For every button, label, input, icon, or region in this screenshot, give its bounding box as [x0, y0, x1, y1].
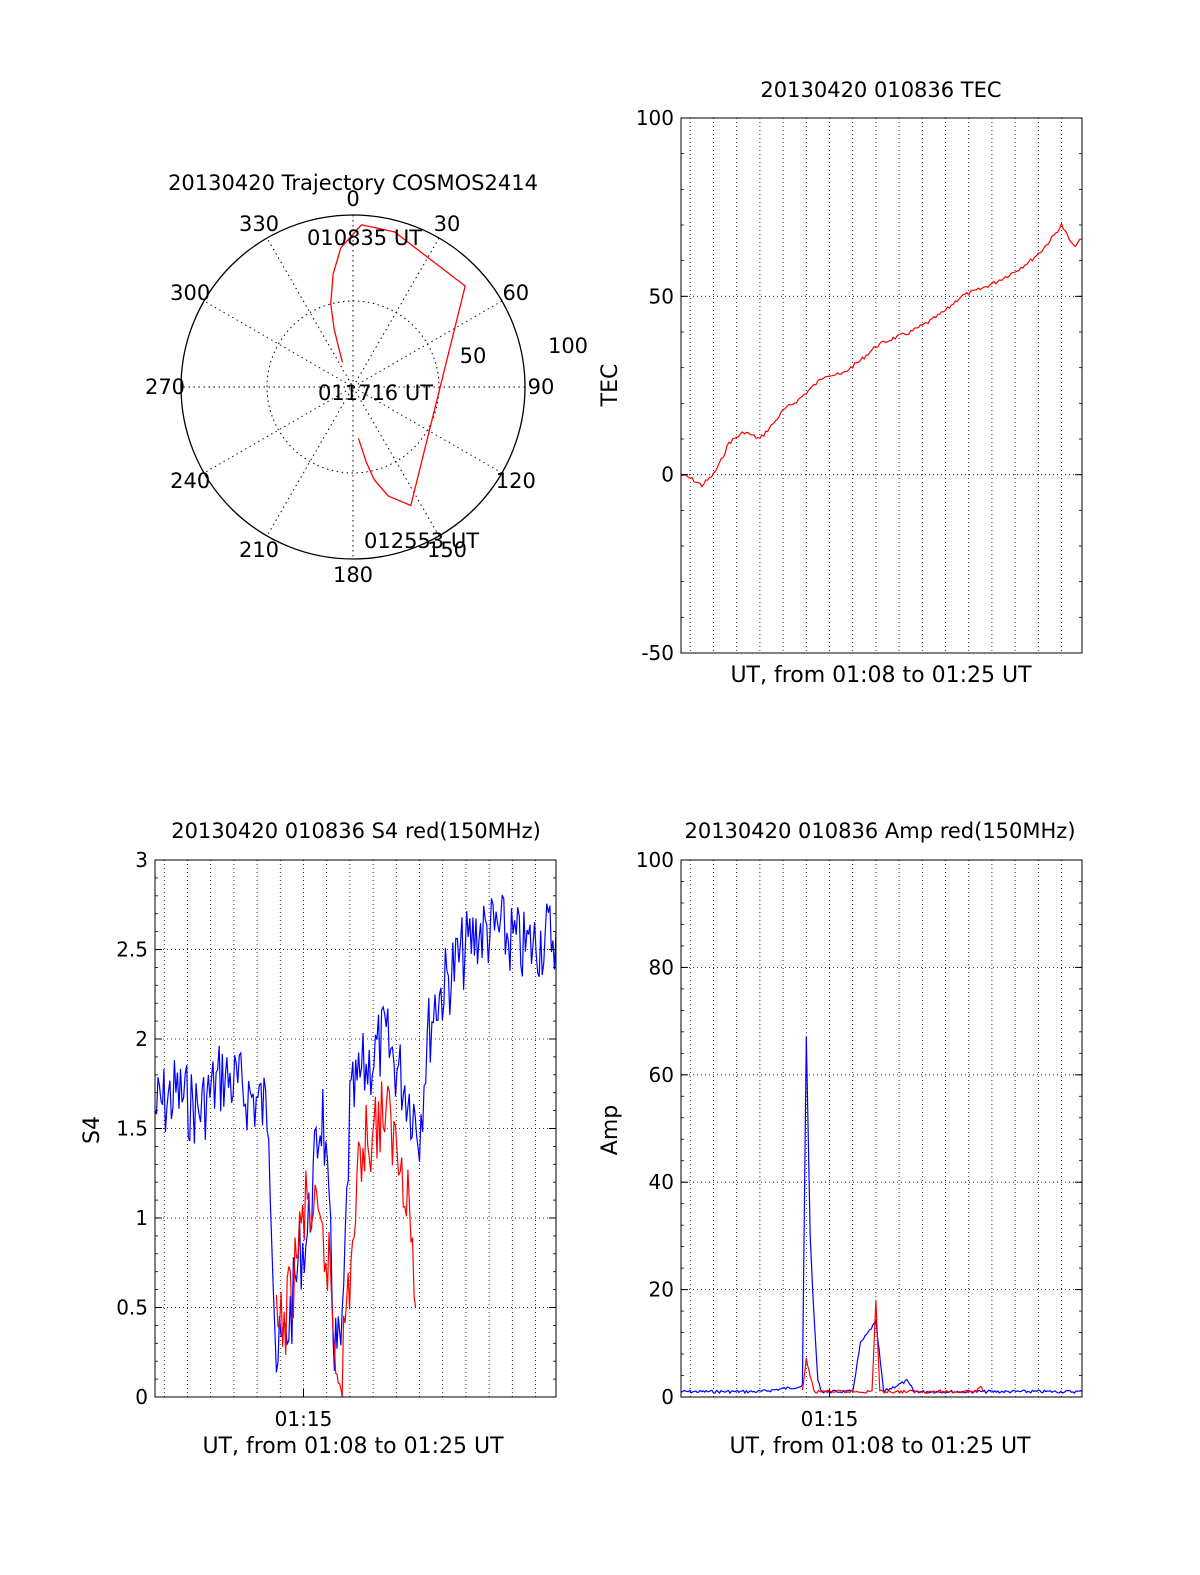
trajectory-line [330, 224, 466, 507]
y-tick-label: 100 [636, 848, 674, 872]
s4-ylabel: S4 [80, 1116, 105, 1144]
tec-grid [681, 118, 1082, 653]
y-tick-label: 20 [649, 1278, 674, 1302]
annotation-start: 010835 UT [307, 226, 422, 250]
y-tick-label: 100 [636, 106, 674, 130]
polar-azimuth-label: 180 [333, 563, 373, 587]
tec-frame [680, 117, 1083, 654]
y-tick-label: 0 [661, 1385, 674, 1409]
polar-azimuth-label: 90 [528, 375, 555, 399]
y-tick-label: 2 [135, 1027, 148, 1051]
y-tick-label: 40 [649, 1170, 674, 1194]
amp-xlabel: UT, from 01:08 to 01:25 UT [729, 1434, 1031, 1459]
amp-x-ticks: 01:15 [801, 1389, 859, 1431]
tec-ylabel: TEC [598, 364, 623, 408]
polar-azimuth-label: 270 [145, 375, 185, 399]
series-line-red [680, 221, 1083, 488]
x-tick-label: 01:15 [275, 1407, 333, 1431]
y-tick-label: 0 [661, 463, 674, 487]
amp-grid [681, 860, 1082, 1397]
y-tick-label: 50 [649, 284, 674, 308]
annotation-middle: 011716 UT [318, 381, 433, 405]
polar-azimuth-label: 0 [346, 187, 359, 211]
y-tick-label: 3 [135, 848, 148, 872]
polar-title: 20130420 Trajectory COSMOS2414 [168, 171, 538, 195]
tec-series [680, 221, 1083, 488]
tec-panel: 20130420 010836 TEC -50 0 50 100 TEC UT, fr… [598, 78, 1083, 688]
y-tick-label: 0 [135, 1385, 148, 1409]
y-tick-label: 0.5 [116, 1296, 148, 1320]
amp-title: 20130420 010836 Amp red(150MHz) [684, 819, 1075, 843]
polar-azimuth-labels: 0 30 60 90 120 150 180 210 240 270 300 330 [145, 187, 554, 587]
polar-azimuth-label: 120 [496, 469, 536, 493]
polar-azimuth-label: 150 [427, 538, 467, 562]
polar-grid [180, 214, 526, 560]
s4-series [154, 894, 557, 1398]
polar-azimuth-label: 30 [434, 212, 461, 236]
amp-series [680, 1036, 1083, 1395]
y-tick-label: 80 [649, 955, 674, 979]
amp-y-ticks: 0 20 40 60 80 100 [636, 848, 1082, 1409]
polar-radial-label-100: 100 [548, 334, 588, 358]
amp-frame [680, 859, 1083, 1398]
series-line-red [275, 1081, 417, 1398]
x-tick-label: 01:15 [801, 1407, 859, 1431]
s4-panel: 20130420 010836 S4 red(150MHz) 0 0.5 1 1.5 2… [80, 819, 557, 1459]
s4-title: 20130420 010836 S4 red(150MHz) [171, 819, 541, 843]
series-line-blue [680, 1036, 1083, 1395]
polar-azimuth-label: 300 [170, 281, 210, 305]
y-tick-label: 60 [649, 1063, 674, 1087]
series-line-red [801, 1300, 985, 1395]
polar-azimuth-label: 210 [239, 538, 279, 562]
polar-azimuth-label: 60 [502, 281, 529, 305]
y-tick-label: 1.5 [116, 1117, 148, 1141]
tec-xlabel: UT, from 01:08 to 01:25 UT [730, 663, 1032, 688]
s4-x-ticks: 01:15 [275, 1389, 333, 1431]
annotation-end: 012553 UT [364, 529, 479, 553]
polar-panel: 20130420 Trajectory COSMOS2414 0 30 60 90 12… [145, 171, 588, 587]
series-line-blue [154, 894, 557, 1373]
tec-title: 20130420 010836 TEC [760, 78, 1001, 102]
s4-xlabel: UT, from 01:08 to 01:25 UT [202, 1434, 504, 1459]
y-tick-label: 1 [135, 1206, 148, 1230]
polar-radial-label-50: 50 [460, 344, 487, 368]
amp-ylabel: Amp [598, 1105, 623, 1155]
y-tick-label: 2.5 [116, 938, 148, 962]
polar-azimuth-label: 240 [170, 469, 210, 493]
s4-y-ticks: 0 0.5 1 1.5 2 2.5 3 [116, 848, 556, 1409]
polar-azimuth-label: 330 [239, 212, 279, 236]
y-tick-label: -50 [641, 641, 674, 665]
s4-frame [154, 859, 557, 1398]
s4-grid [155, 860, 556, 1397]
amp-panel: 20130420 010836 Amp red(150MHz) 0 20 40 60 8… [598, 819, 1083, 1459]
